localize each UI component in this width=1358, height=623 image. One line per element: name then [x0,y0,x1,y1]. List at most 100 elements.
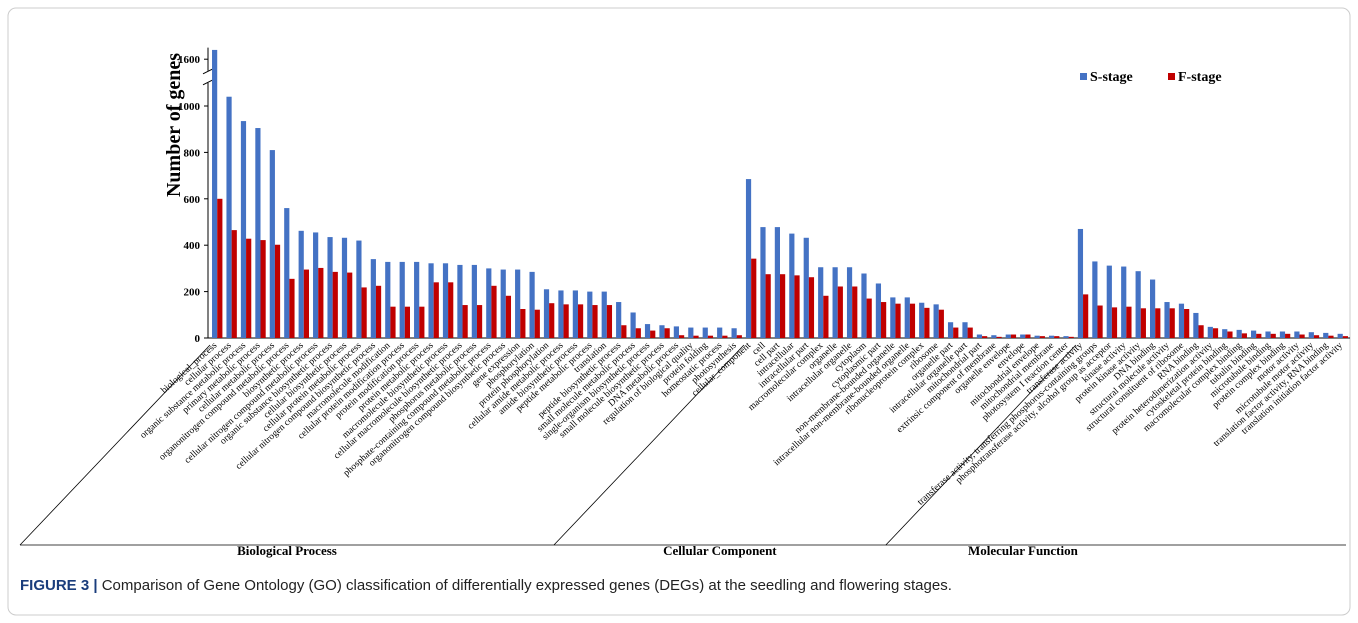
bar [953,327,959,338]
bar [1241,333,1247,338]
bar [284,208,290,338]
bar [298,230,304,338]
bar [996,336,1002,338]
bar [563,304,569,338]
bar [1212,328,1219,338]
bar [1323,332,1329,338]
bar [890,297,896,338]
y-axis-title: Number of genes [163,53,185,197]
bar [837,286,843,338]
bar [866,298,872,338]
bar [1285,333,1291,338]
bar [457,264,463,338]
bar [1155,308,1161,338]
bar [1034,335,1040,338]
bar [875,283,882,338]
bar [760,227,766,338]
bar [1313,335,1320,338]
bar [707,335,714,338]
bar [693,335,699,338]
bar [630,312,636,338]
bar [1299,334,1305,338]
bar [621,325,627,338]
bar [442,263,449,338]
y-tick-label: 800 [184,147,201,159]
bar [1083,294,1089,338]
bar [1025,334,1031,338]
bar [904,297,910,338]
bar [549,303,555,338]
bar [846,267,853,338]
bar [341,237,348,338]
frame [7,7,1351,616]
group-label: Molecular Function [968,543,1079,558]
bar [1063,336,1069,338]
bar [1140,308,1146,338]
group-label: Biological Process [237,543,337,558]
bar [303,269,309,338]
bar [909,303,916,338]
y-tick-label: 200 [184,287,201,299]
bar [274,244,281,338]
bar [717,327,723,338]
bar [765,274,771,338]
bar [962,322,968,338]
legend-label: F-stage [1178,70,1222,85]
bar [1251,330,1257,338]
bar [448,282,454,338]
bar [240,121,247,338]
axis-break [202,79,214,86]
bar [515,269,521,338]
bar [789,233,795,338]
bar [529,271,535,338]
bar [1135,271,1141,338]
bar [852,286,858,338]
bar [414,261,420,338]
bar [1005,334,1011,338]
bar [1111,307,1118,338]
bar [933,304,939,338]
bar [505,295,512,338]
bar [419,306,425,338]
bar [991,335,997,338]
bar [1294,331,1300,338]
bar [1279,331,1286,338]
group-label: Cellular Component [663,543,777,558]
bar [947,322,954,338]
bar [818,267,824,338]
bar [1126,306,1132,338]
bar [558,290,564,338]
bar [1270,333,1276,338]
bar [678,335,685,338]
bar [1256,333,1262,338]
bar [462,305,468,338]
bar [1164,302,1170,338]
bar [572,290,578,338]
legend-swatch [1080,73,1087,80]
bar [774,227,780,338]
bar [1337,333,1343,338]
bar [1222,329,1228,338]
bar [370,259,376,338]
bar [255,128,261,338]
bar [967,327,973,338]
bar [327,237,333,338]
group-divider [553,344,745,546]
bar [1178,303,1185,338]
bar [1308,332,1314,338]
y-tick-label: 600 [184,194,201,206]
bar [808,277,815,338]
bar [823,295,829,338]
bar [673,326,679,338]
bar [471,264,477,338]
y-tick-label: 1600 [178,54,201,66]
bar [794,275,800,338]
bar [534,309,540,338]
bar [702,327,708,338]
bar [385,261,391,338]
bar [650,330,656,338]
bar [433,282,439,338]
y-tick-label: 1000 [178,101,201,113]
